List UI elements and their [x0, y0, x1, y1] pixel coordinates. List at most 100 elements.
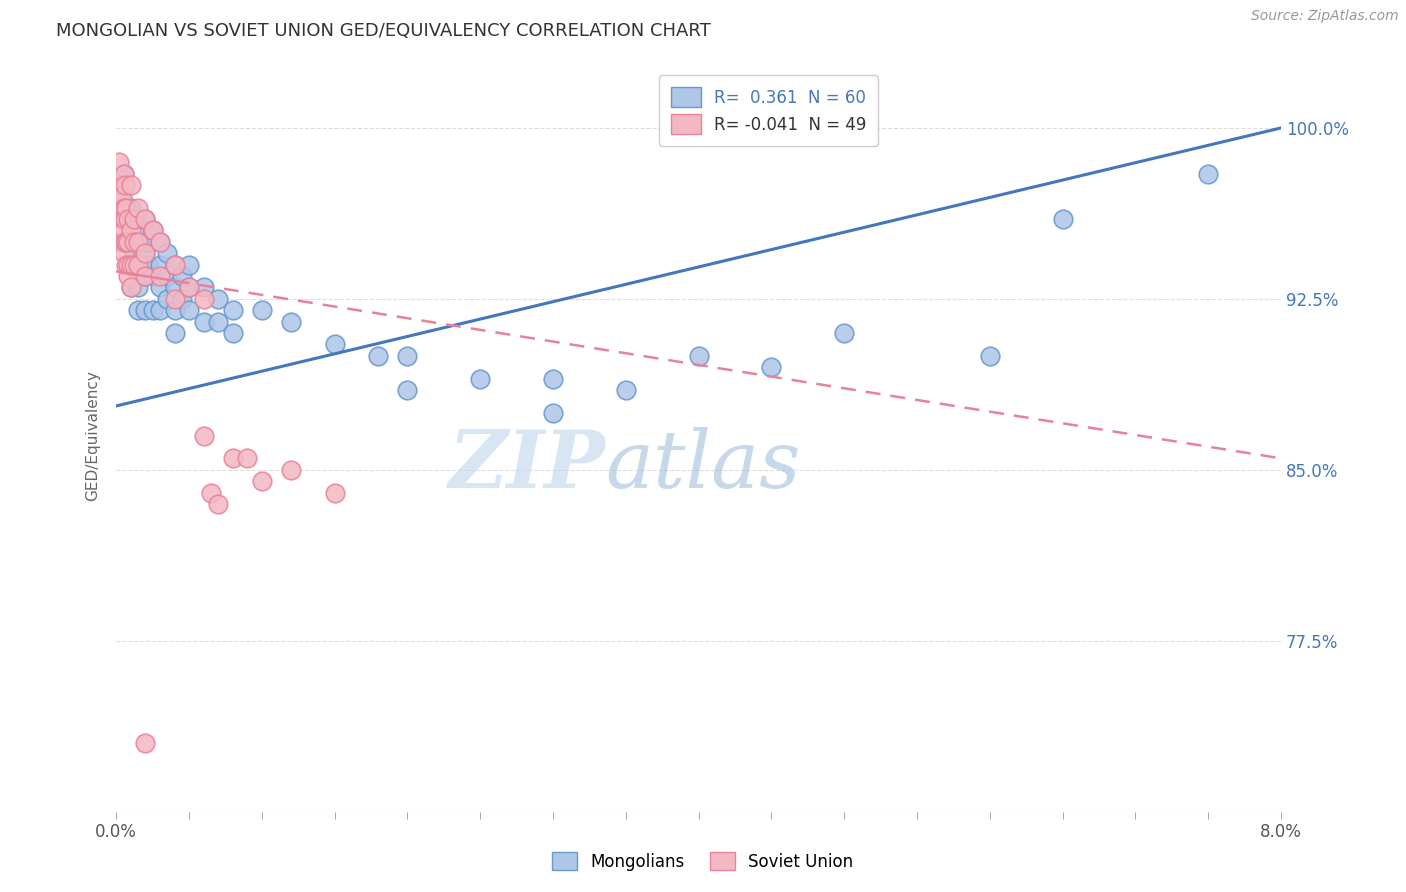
Point [117, 212, 139, 227]
Point [117, 212, 139, 227]
Point [120, 280, 142, 294]
Point [134, 212, 156, 227]
Point [136, 258, 159, 272]
Point [614, 383, 637, 397]
Point [396, 383, 419, 397]
Point [170, 268, 193, 283]
Point [120, 178, 142, 192]
Point [142, 303, 165, 318]
Point [280, 315, 302, 329]
Point [193, 315, 215, 329]
Point [396, 349, 419, 363]
Point [122, 246, 145, 260]
Point [127, 201, 149, 215]
Point [127, 212, 149, 227]
Point [156, 268, 179, 283]
Point [120, 280, 142, 294]
Point [134, 212, 156, 227]
Point [177, 258, 200, 272]
Point [156, 246, 179, 260]
Point [108, 155, 131, 169]
Point [207, 315, 229, 329]
Point [323, 485, 346, 500]
Point [114, 178, 136, 192]
Point [193, 292, 215, 306]
Point [170, 292, 193, 306]
Point [222, 326, 245, 340]
Point [117, 235, 139, 249]
Point [110, 189, 132, 203]
Point [149, 280, 172, 294]
Point [108, 178, 131, 192]
Point [134, 246, 156, 260]
Point [112, 246, 135, 260]
Point [111, 235, 134, 249]
Point [541, 406, 564, 420]
Point [120, 258, 142, 272]
Point [149, 303, 172, 318]
Point [541, 371, 564, 385]
Point [134, 268, 156, 283]
Point [117, 268, 139, 283]
Point [193, 280, 215, 294]
Point [149, 235, 172, 249]
Point [134, 303, 156, 318]
Point [134, 736, 156, 750]
Point [112, 167, 135, 181]
Point [115, 235, 138, 249]
Point [979, 349, 1001, 363]
Point [110, 212, 132, 227]
Point [1052, 212, 1074, 227]
Point [122, 235, 145, 249]
Point [111, 212, 134, 227]
Point [156, 292, 179, 306]
Y-axis label: GED/Equivalency: GED/Equivalency [86, 370, 100, 501]
Point [117, 258, 139, 272]
Point [120, 223, 142, 237]
Point [149, 268, 172, 283]
Point [142, 223, 165, 237]
Point [149, 235, 172, 249]
Point [127, 303, 149, 318]
Point [688, 349, 710, 363]
Point [207, 292, 229, 306]
Point [127, 258, 149, 272]
Point [111, 189, 134, 203]
Point [470, 371, 492, 385]
Point [134, 268, 156, 283]
Point [177, 280, 200, 294]
Point [193, 428, 215, 442]
Point [323, 337, 346, 351]
Point [367, 349, 389, 363]
Point [142, 223, 165, 237]
Point [115, 201, 138, 215]
Point [280, 463, 302, 477]
Point [112, 223, 135, 237]
Point [163, 303, 186, 318]
Point [142, 268, 165, 283]
Point [114, 235, 136, 249]
Point [117, 235, 139, 249]
Point [120, 258, 142, 272]
Point [149, 258, 172, 272]
Point [112, 167, 135, 181]
Point [120, 201, 142, 215]
Point [163, 258, 186, 272]
Point [115, 258, 138, 272]
Point [761, 360, 783, 375]
Point [108, 189, 131, 203]
Text: ZIP: ZIP [449, 427, 606, 504]
Point [832, 326, 855, 340]
Point [122, 212, 145, 227]
Point [114, 212, 136, 227]
Point [163, 280, 186, 294]
Point [122, 223, 145, 237]
Point [207, 497, 229, 511]
Point [200, 485, 222, 500]
Point [250, 474, 273, 488]
Text: Source: ZipAtlas.com: Source: ZipAtlas.com [1251, 9, 1399, 23]
Point [177, 303, 200, 318]
Point [163, 292, 186, 306]
Point [112, 201, 135, 215]
Text: MONGOLIAN VS SOVIET UNION GED/EQUIVALENCY CORRELATION CHART: MONGOLIAN VS SOVIET UNION GED/EQUIVALENC… [56, 22, 711, 40]
